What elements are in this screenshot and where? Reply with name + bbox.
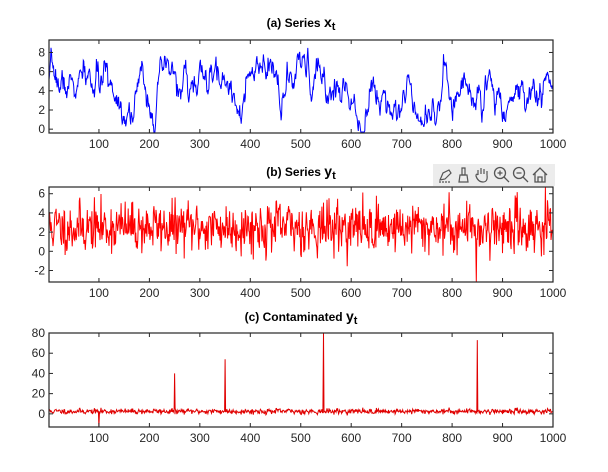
title-variable: y (324, 163, 332, 179)
x-tick-label: 200 (139, 137, 159, 151)
x-tick-label: 900 (493, 431, 513, 445)
y-tick-label: 2 (38, 103, 45, 117)
title-variable: y (346, 308, 354, 324)
title-subscript: t (332, 21, 336, 33)
subplot-b: 100 200 300 400 500 600 700 800 900 1000 -2 0 2 4 6 (b)… (34, 163, 566, 300)
x-tick-label: 300 (190, 286, 210, 300)
subplot-c: 100 200 300 400 500 600 700 800 900 1000 0 20 40 60 80… (32, 308, 567, 445)
x-tick-label: 900 (493, 286, 513, 300)
y-tick-label: 6 (38, 65, 45, 79)
x-tick-label: 400 (240, 137, 260, 151)
subplot-title: (b) Series yt (266, 163, 336, 182)
brush-edit-icon[interactable] (438, 169, 452, 183)
axes-toolbar (433, 164, 555, 186)
x-tick-label: 400 (240, 431, 260, 445)
y-tick-label: 20 (32, 387, 46, 401)
title-prefix: (a) Series (267, 16, 324, 30)
x-tick-label: 800 (442, 137, 462, 151)
x-tick-label: 100 (89, 431, 109, 445)
y-tick-label: 2 (38, 225, 45, 239)
series-line (49, 333, 553, 427)
y-tick-label: 8 (38, 45, 45, 59)
x-tick-label: 600 (341, 431, 361, 445)
x-tick-label: 700 (392, 137, 412, 151)
y-tick-label: -2 (34, 263, 45, 277)
x-tick-label: 300 (190, 431, 210, 445)
y-tick-label: 4 (38, 84, 45, 98)
y-tick-label: 4 (38, 206, 45, 220)
series-line (49, 187, 553, 282)
x-tick-label: 500 (291, 431, 311, 445)
title-prefix: (c) Contaminated (245, 310, 346, 324)
x-tick-label: 1000 (540, 286, 567, 300)
data-brush-icon[interactable] (458, 167, 469, 183)
title-variable: x (324, 14, 332, 30)
zoom-out-icon[interactable] (512, 166, 529, 183)
x-tick-label: 900 (493, 137, 513, 151)
title-prefix: (b) Series (266, 165, 324, 179)
x-tick-label: 1000 (540, 431, 567, 445)
zoom-in-icon[interactable] (493, 166, 510, 183)
y-tick-label: 0 (38, 244, 45, 258)
toolbar-background (433, 164, 555, 186)
y-tick-label: 0 (38, 122, 45, 136)
y-tick-label: 6 (38, 187, 45, 201)
series-line (49, 47, 553, 133)
x-tick-label: 100 (89, 286, 109, 300)
subplot-title: (c) Contaminated yt (245, 308, 358, 327)
x-tick-label: 600 (341, 286, 361, 300)
subplot-title: (a) Series xt (267, 14, 336, 33)
x-tick-label: 200 (139, 431, 159, 445)
x-tick-label: 800 (442, 286, 462, 300)
title-subscript: t (332, 170, 336, 182)
x-tick-label: 300 (190, 137, 210, 151)
y-tick-label: 40 (32, 366, 46, 380)
x-tick-label: 500 (291, 286, 311, 300)
x-tick-label: 400 (240, 286, 260, 300)
x-tick-label: 200 (139, 286, 159, 300)
pan-hand-icon[interactable] (475, 168, 488, 183)
subplot-a: 100 200 300 400 500 600 700 800 900 1000 0 2 4 6 8 (a) … (38, 14, 566, 151)
x-tick-label: 500 (291, 137, 311, 151)
home-icon[interactable] (532, 167, 548, 183)
x-tick-label: 800 (442, 431, 462, 445)
y-tick-label: 0 (38, 407, 45, 421)
x-tick-label: 1000 (540, 137, 567, 151)
x-tick-label: 600 (341, 137, 361, 151)
x-tick-label: 700 (392, 431, 412, 445)
x-tick-label: 100 (89, 137, 109, 151)
title-subscript: t (354, 315, 358, 327)
x-tick-label: 700 (392, 286, 412, 300)
y-tick-label: 80 (32, 326, 46, 340)
y-tick-label: 60 (32, 346, 46, 360)
